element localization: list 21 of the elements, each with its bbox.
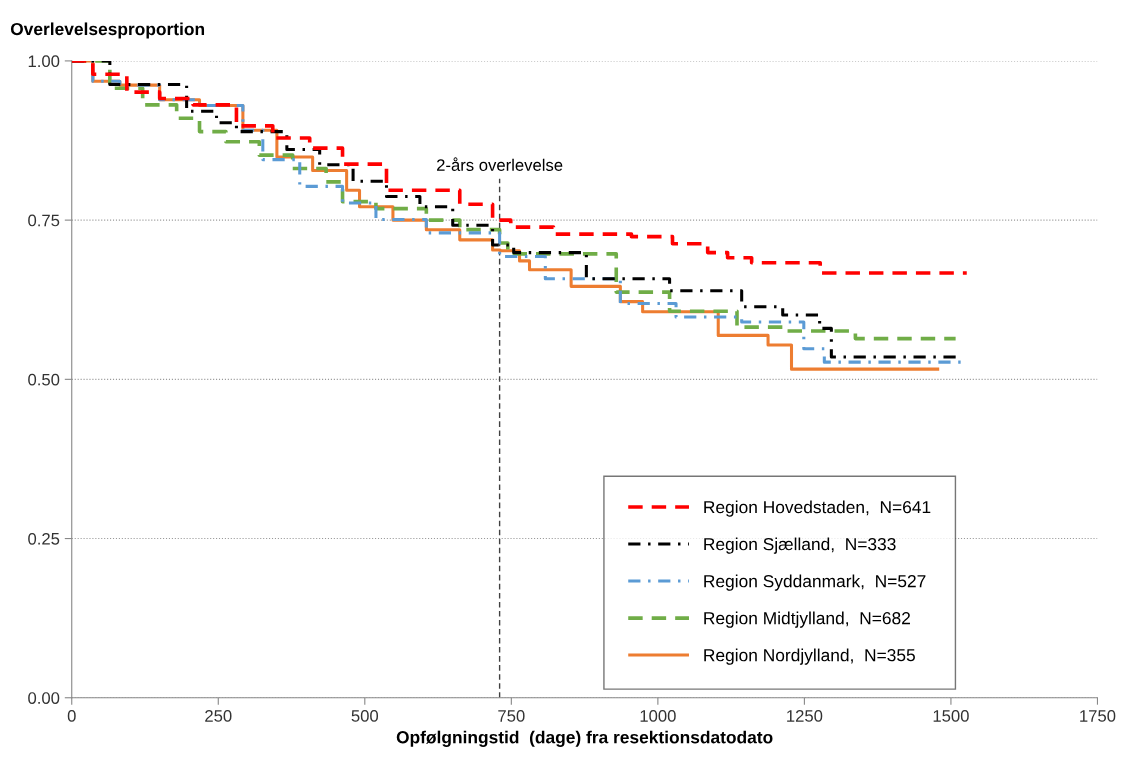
x-tick-label: 750 bbox=[498, 710, 525, 722]
legend-label: Region Nordjylland, N=355 bbox=[704, 648, 915, 665]
legend-label: Region Syddanmark, N=527 bbox=[704, 574, 926, 591]
y-tick-label: 0.75 bbox=[28, 214, 60, 227]
y-tick-label: 0.00 bbox=[28, 692, 60, 704]
x-tick-label: 1000 bbox=[640, 710, 676, 722]
y-tick-label: 1.00 bbox=[28, 55, 60, 68]
x-axis-title: Opfølgningstid (dage) fra resektionsdatodato bbox=[396, 730, 773, 747]
y-axis-title: Overlevelsesproportion bbox=[10, 22, 205, 39]
x-tick-label: 1500 bbox=[933, 710, 969, 722]
legend-label: Region Midtjylland, N=682 bbox=[704, 611, 910, 628]
legend-label: Region Sjælland, N=333 bbox=[704, 537, 896, 554]
ref-line-label: 2-års overlevelse bbox=[437, 157, 563, 171]
x-tick-label: 250 bbox=[205, 710, 232, 722]
legend-label: Region Hovedstaden, N=641 bbox=[704, 500, 931, 517]
y-tick-label: 0.50 bbox=[28, 373, 60, 386]
y-tick-label: 0.25 bbox=[28, 532, 60, 545]
x-tick-label: 500 bbox=[351, 710, 379, 722]
x-tick-label: 0 bbox=[67, 710, 76, 722]
x-tick-label: 1750 bbox=[1080, 710, 1116, 722]
x-tick-label: 1250 bbox=[787, 710, 823, 722]
